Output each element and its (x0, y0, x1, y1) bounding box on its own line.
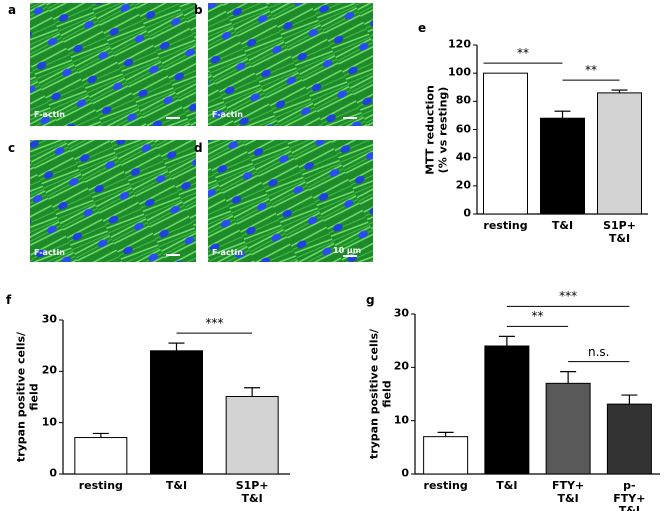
y-tick-label: 80 (455, 94, 471, 108)
bar (484, 345, 530, 475)
panel-label: d (194, 141, 203, 155)
stain-label: F-actin (34, 248, 65, 257)
stain-label: F-actin (34, 110, 65, 119)
micrograph (208, 140, 373, 262)
significance-label: *** (205, 316, 224, 331)
x-tick-label: S1P+ T&I (235, 479, 269, 505)
bar (225, 395, 279, 475)
significance-label: ** (517, 46, 529, 61)
panel-label: e (418, 21, 427, 35)
significance-label: *** (559, 289, 578, 304)
bar (545, 382, 591, 475)
micrograph (30, 3, 196, 126)
panel-label: f (6, 293, 12, 307)
panel-label: a (8, 3, 17, 17)
bar (74, 437, 128, 475)
y-axis-label: trypan positive cells/ field (367, 328, 393, 460)
bar (483, 72, 528, 215)
x-tick-label: T&I (551, 219, 574, 232)
micrograph (30, 140, 196, 262)
significance-label: ** (531, 309, 544, 324)
y-tick-label: 30 (393, 306, 409, 320)
y-tick-label: 30 (41, 312, 57, 326)
y-tick-label: 10 (41, 415, 57, 429)
scale-label: 10 µm (333, 246, 362, 255)
y-tick-label: 20 (393, 360, 409, 374)
y-tick-label: 0 (49, 466, 57, 480)
panel-label: g (366, 293, 375, 307)
bar (540, 117, 585, 215)
bar (606, 403, 652, 475)
bar (597, 92, 642, 215)
panel-label: c (8, 141, 16, 155)
micrograph (208, 3, 373, 126)
stain-label: F-actin (212, 248, 243, 257)
y-tick-label: 100 (448, 65, 471, 79)
y-tick-label: 0 (401, 466, 409, 480)
significance-label: ** (585, 63, 597, 78)
y-tick-label: 20 (455, 178, 471, 192)
y-tick-label: 10 (393, 413, 409, 427)
y-tick-label: 120 (448, 37, 471, 51)
y-tick-label: 20 (41, 364, 57, 378)
x-tick-label: resting (78, 479, 123, 492)
y-tick-label: 60 (455, 122, 471, 136)
x-tick-label: FTY+ T&I (552, 479, 585, 505)
y-axis-label: MTT reduction (% vs resting) (423, 84, 449, 175)
x-tick-label: T&I (165, 479, 188, 492)
stain-label: F-actin (212, 110, 243, 119)
panel-label: b (194, 3, 203, 17)
y-axis-label: trypan positive cells/ field (14, 331, 40, 463)
x-tick-label: p-FTY+ T&I (613, 479, 646, 511)
bar (423, 436, 469, 475)
x-tick-label: S1P+ T&I (603, 219, 636, 245)
x-tick-label: resting (483, 219, 528, 232)
x-tick-label: resting (423, 479, 468, 492)
x-tick-label: T&I (496, 479, 518, 492)
y-tick-label: 40 (455, 150, 471, 164)
significance-label: n.s. (588, 344, 610, 359)
bar (150, 350, 203, 475)
scale-bars (166, 117, 357, 257)
y-tick-label: 0 (463, 206, 471, 220)
